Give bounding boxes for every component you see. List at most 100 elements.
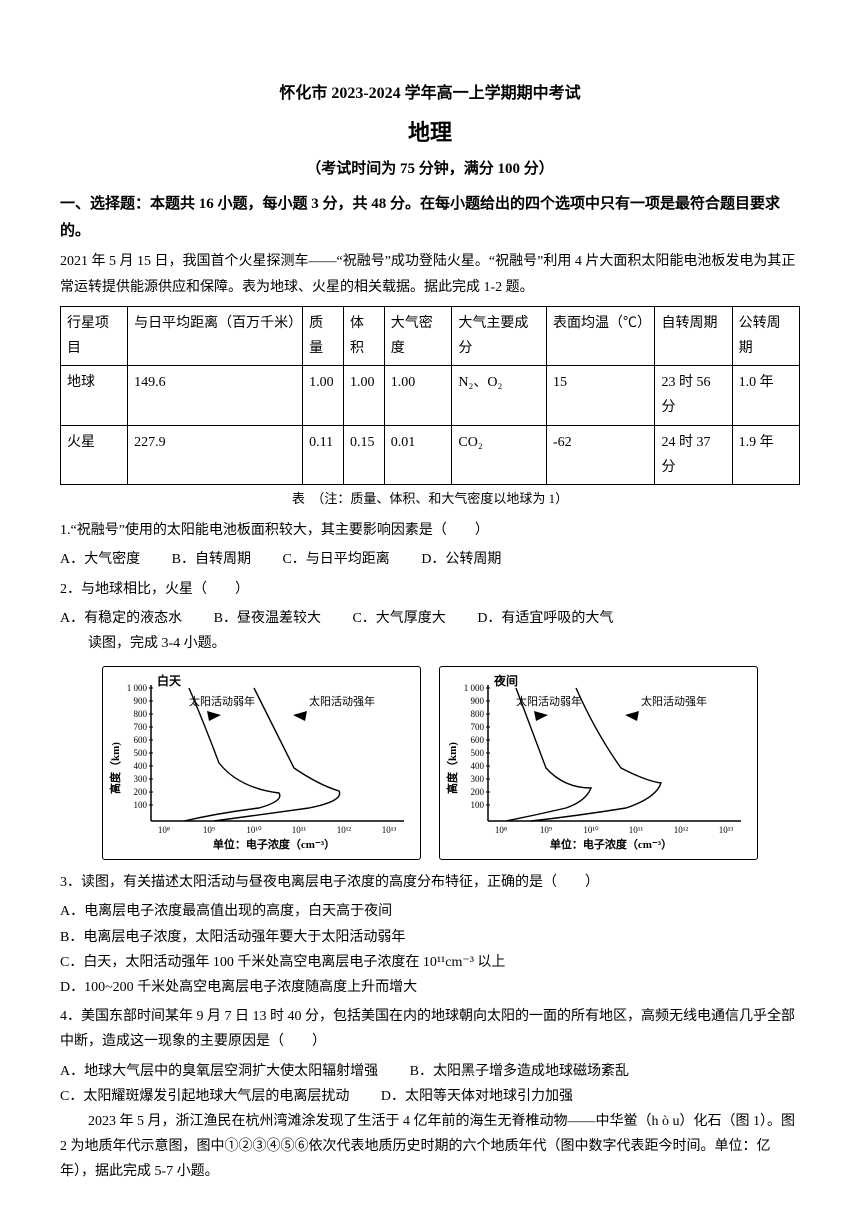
arrow-icon — [207, 711, 221, 721]
cell: 1.9 年 — [732, 425, 799, 484]
svg-text:10⁸: 10⁸ — [158, 825, 170, 835]
yticks: 1 000 900 800 700 600 500 400 300 200 10… — [127, 683, 148, 810]
cell: 0.11 — [303, 425, 344, 484]
cell: -62 — [546, 425, 655, 484]
chart-left-weak-label: 太阳活动弱年 — [189, 694, 255, 708]
chart-left-title: 白天 — [157, 673, 182, 688]
q2-options: A．有稳定的液态水 B．昼夜温差较大 C．大气厚度大 D．有适宜呼吸的大气 — [60, 606, 800, 631]
yticks: 1 000 900 800 700 600 500 400 300 200 10… — [464, 683, 485, 810]
svg-text:500: 500 — [134, 748, 148, 758]
svg-text:10¹³: 10¹³ — [719, 825, 734, 835]
chart-right-weak-label: 太阳活动弱年 — [516, 694, 582, 708]
svg-text:10¹¹: 10¹¹ — [629, 825, 644, 835]
svg-text:400: 400 — [134, 761, 148, 771]
svg-text:100: 100 — [471, 800, 485, 810]
svg-text:800: 800 — [134, 709, 148, 719]
xlabel: 单位：电子浓度（cm⁻³） — [550, 837, 672, 851]
svg-text:900: 900 — [471, 696, 485, 706]
q4-option-d: D．太阳等天体对地球引力加强 — [381, 1084, 573, 1109]
q1-option-c: C．与日平均距离 — [282, 547, 389, 572]
ylabel: 高度（km) — [446, 742, 459, 794]
svg-text:10¹⁰: 10¹⁰ — [246, 825, 262, 835]
svg-text:1 000: 1 000 — [127, 683, 148, 693]
svg-text:500: 500 — [471, 748, 485, 758]
cell: 1.00 — [343, 366, 384, 425]
planet-data-table: 行星项目 与日平均距离（百万千米） 质量 体积 大气密度 大气主要成分 表面均温… — [60, 306, 800, 485]
svg-text:700: 700 — [471, 722, 485, 732]
cell: 火星 — [61, 425, 128, 484]
chart-daytime: 白天 太阳活动弱年 太阳活动强年 1 000 900 800 700 600 5… — [102, 666, 421, 860]
exam-subject: 地理 — [60, 113, 800, 153]
cell: 1.00 — [384, 366, 452, 425]
table-row-mars: 火星 227.9 0.11 0.15 0.01 CO₂ -62 24 时 37 … — [61, 425, 800, 484]
q1-stem: 1.“祝融号”使用的太阳能电池板面积较大，其主要影响因素是（ ） — [60, 518, 800, 543]
q1-options: A．大气密度 B．自转周期 C．与日平均距离 D．公转周期 — [60, 547, 800, 572]
chart-nighttime: 夜间 太阳活动弱年 太阳活动强年 1 000 900 800 700 600 5… — [439, 666, 758, 860]
ylabel: 高度（km) — [109, 742, 122, 794]
svg-text:600: 600 — [471, 735, 485, 745]
exam-title: 怀化市 2023-2024 学年高一上学期期中考试 — [60, 80, 800, 109]
svg-text:400: 400 — [471, 761, 485, 771]
passage-q5-q7: 2023 年 5 月，浙江渔民在杭州湾滩涂发现了生活于 4 亿年前的海生无脊椎动… — [60, 1109, 800, 1185]
svg-text:900: 900 — [134, 696, 148, 706]
svg-text:800: 800 — [471, 709, 485, 719]
cell: 227.9 — [128, 425, 303, 484]
cell: 23 时 56 分 — [655, 366, 732, 425]
col-planet: 行星项目 — [61, 306, 128, 365]
q1-option-b: B．自转周期 — [172, 547, 251, 572]
passage-q3-q4: 读图，完成 3-4 小题。 — [60, 631, 800, 656]
cell: 24 时 37 分 — [655, 425, 732, 484]
chart-right-title: 夜间 — [493, 673, 518, 688]
q4-option-c: C．太阳耀斑爆发引起地球大气层的电离层扰动 — [60, 1084, 349, 1109]
q1-option-d: D．公转周期 — [421, 547, 501, 572]
table-row-earth: 地球 149.6 1.00 1.00 1.00 N₂、O₂ 15 23 时 56… — [61, 366, 800, 425]
q1-option-a: A．大气密度 — [60, 547, 140, 572]
svg-text:600: 600 — [134, 735, 148, 745]
cell: 1.00 — [303, 366, 344, 425]
q4-option-b: B．太阳黑子增多造成地球磁场紊乱 — [410, 1059, 629, 1084]
col-distance: 与日平均距离（百万千米） — [128, 306, 303, 365]
col-rotation: 自转周期 — [655, 306, 732, 365]
cell: CO₂ — [452, 425, 547, 484]
cell: 1.0 年 — [732, 366, 799, 425]
q2-stem: 2．与地球相比，火星（ ） — [60, 577, 800, 602]
q4-options-row1: A．地球大气层中的臭氧层空洞扩大使太阳辐射增强 B．太阳黑子增多造成地球磁场紊乱 — [60, 1059, 800, 1084]
ionosphere-charts: 白天 太阳活动弱年 太阳活动强年 1 000 900 800 700 600 5… — [60, 666, 800, 860]
cell: 0.01 — [384, 425, 452, 484]
passage-q1-q2: 2021 年 5 月 15 日，我国首个火星探测车——“祝融号”成功登陆火星。“… — [60, 249, 800, 299]
col-volume: 体积 — [343, 306, 384, 365]
q2-option-b: B．昼夜温差较大 — [214, 606, 321, 631]
col-density: 大气密度 — [384, 306, 452, 365]
exam-time: （考试时间为 75 分钟，满分 100 分） — [60, 156, 800, 183]
arrow-icon — [534, 711, 548, 721]
arrow-icon — [625, 711, 639, 721]
table-header-row: 行星项目 与日平均距离（百万千米） 质量 体积 大气密度 大气主要成分 表面均温… — [61, 306, 800, 365]
col-mass: 质量 — [303, 306, 344, 365]
svg-text:10¹¹: 10¹¹ — [292, 825, 307, 835]
q3-option-c: C．白天，太阳活动强年 100 千米处高空电离层电子浓度在 10¹¹cm⁻³ 以… — [60, 950, 800, 975]
arrow-icon — [293, 711, 307, 721]
cell: 149.6 — [128, 366, 303, 425]
cell: 地球 — [61, 366, 128, 425]
svg-text:10¹²: 10¹² — [337, 825, 352, 835]
cell: 15 — [546, 366, 655, 425]
xlabel: 单位：电子浓度（cm⁻³） — [213, 837, 335, 851]
q3-option-a: A．电离层电子浓度最高值出现的高度，白天高于夜间 — [60, 899, 800, 924]
xticks: 10⁸ 10⁹ 10¹⁰ 10¹¹ 10¹² 10¹³ — [495, 825, 734, 835]
svg-text:100: 100 — [134, 800, 148, 810]
q4-options-row2: C．太阳耀斑爆发引起地球大气层的电离层扰动 D．太阳等天体对地球引力加强 — [60, 1084, 800, 1109]
q3-option-d: D．100~200 千米处高空电离层电子浓度随高度上升而增大 — [60, 975, 800, 1000]
q4-option-a: A．地球大气层中的臭氧层空洞扩大使太阳辐射增强 — [60, 1059, 378, 1084]
cell: N₂、O₂ — [452, 366, 547, 425]
svg-text:10⁹: 10⁹ — [540, 825, 552, 835]
svg-text:200: 200 — [471, 787, 485, 797]
svg-text:10⁹: 10⁹ — [203, 825, 215, 835]
col-atmosphere: 大气主要成分 — [452, 306, 547, 365]
col-temp: 表面均温（℃） — [546, 306, 655, 365]
svg-text:10⁸: 10⁸ — [495, 825, 507, 835]
q4-stem: 4．美国东部时间某年 9 月 7 日 13 时 40 分，包括美国在内的地球朝向… — [60, 1004, 800, 1054]
table-note: 表 （注：质量、体积、和大气密度以地球为 1） — [60, 487, 800, 510]
section-1-header: 一、选择题：本题共 16 小题，每小题 3 分，共 48 分。在每小题给出的四个… — [60, 191, 800, 245]
svg-text:300: 300 — [134, 774, 148, 784]
chart-right-strong-label: 太阳活动强年 — [641, 694, 707, 708]
